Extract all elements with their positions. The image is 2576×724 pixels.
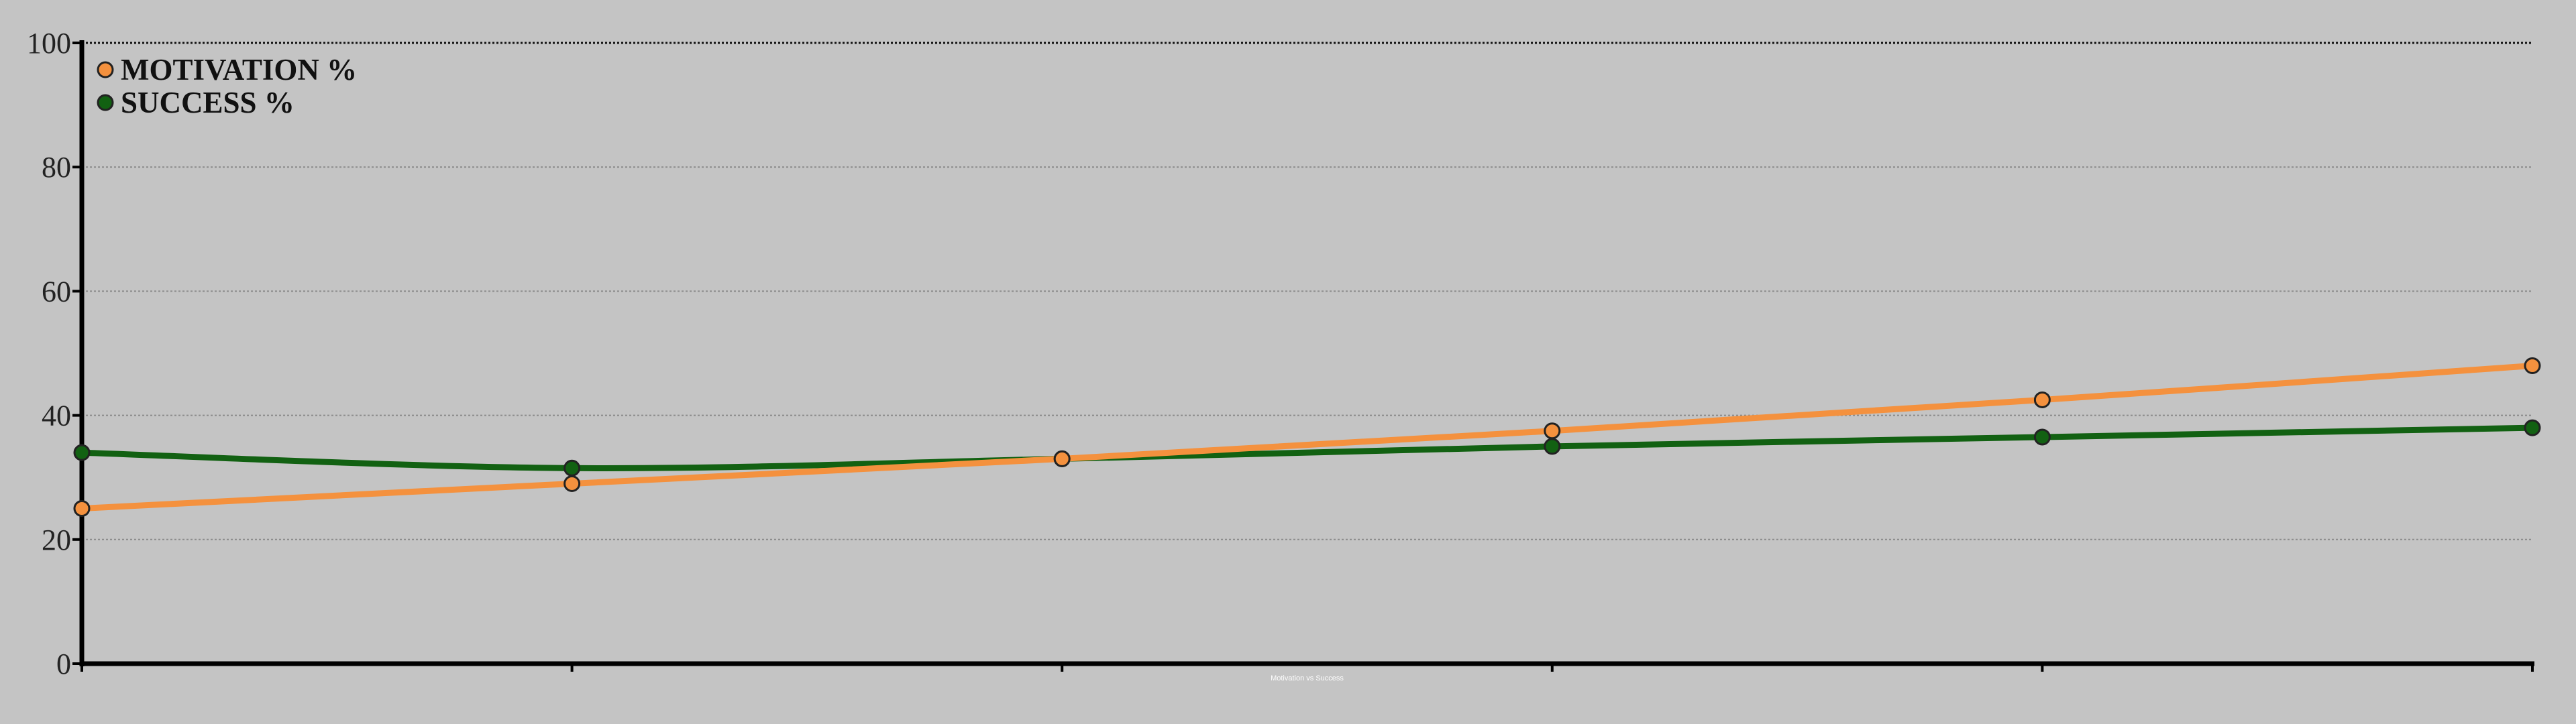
y-tick-label-100: 100 [27, 27, 71, 60]
series-0-point-2 [1053, 450, 1071, 467]
y-tick-label-20: 20 [42, 524, 71, 556]
series-0-point-0 [73, 500, 91, 517]
chart-footnote: Motivation vs Success [1271, 674, 1344, 682]
legend-marker-motivation [97, 61, 114, 78]
y-tick-label-60: 60 [42, 275, 71, 308]
series-1-point-3 [1544, 438, 1561, 455]
series-0-point-4 [2033, 391, 2051, 408]
series-points [73, 357, 2541, 517]
legend: MOTIVATION % SUCCESS % [97, 53, 357, 119]
y-tick-label-0: 0 [56, 648, 71, 680]
axes [79, 40, 2534, 666]
series-1-point-5 [2524, 419, 2541, 436]
legend-label-motivation: MOTIVATION % [121, 53, 357, 86]
series-0-point-5 [2524, 357, 2541, 375]
series-1-point-4 [2033, 428, 2051, 446]
series-1-point-0 [73, 444, 91, 461]
series-line-1 [78, 424, 2536, 471]
gridlines [82, 42, 2532, 540]
y-axis-ticks: 0 20 40 60 80 100 [27, 27, 82, 680]
series-lines [78, 363, 2536, 511]
y-tick-label-80: 80 [42, 151, 71, 184]
series-0-point-3 [1544, 422, 1561, 440]
legend-label-success: SUCCESS % [121, 86, 294, 119]
legend-marker-success [97, 94, 114, 111]
series-1-point-1 [564, 459, 581, 477]
series-line-0 [78, 363, 2536, 511]
y-tick-label-40: 40 [42, 400, 71, 432]
x-axis-ticks [80, 664, 2534, 672]
series-0-point-1 [564, 475, 581, 492]
